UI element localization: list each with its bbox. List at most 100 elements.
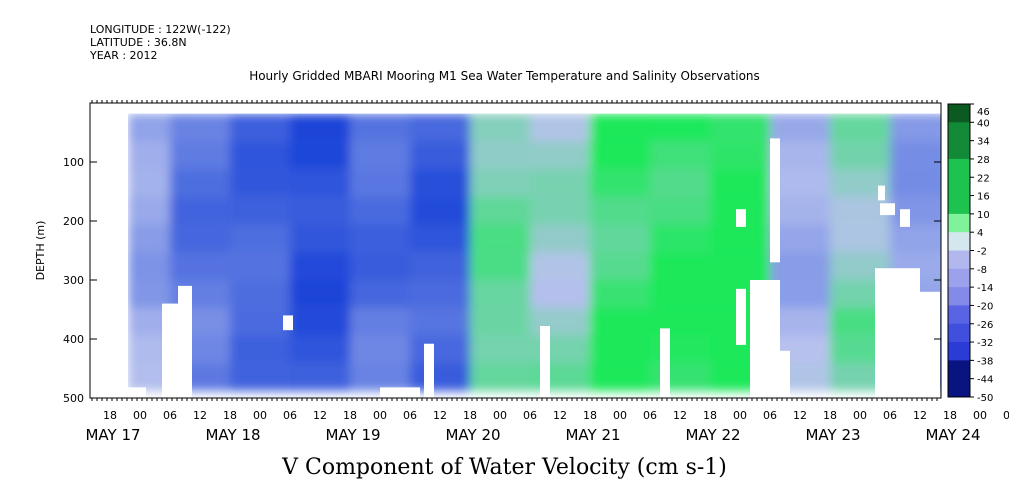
colorbar-swatch	[948, 158, 970, 178]
heatmap-cell	[530, 141, 590, 170]
heatmap-cell	[170, 113, 230, 142]
y-tick-label: 100	[63, 156, 84, 169]
x-hour-label: 06	[163, 409, 177, 422]
heatmap-cell	[230, 169, 290, 197]
heatmap-cell	[770, 113, 830, 142]
missing-data-gap	[878, 185, 885, 201]
heatmap-cell	[350, 224, 410, 253]
colorbar-label: -8	[977, 265, 987, 276]
colorbar-label: 10	[977, 210, 990, 221]
missing-data-gap	[380, 387, 420, 398]
heatmap-cell	[170, 169, 230, 197]
x-day-label: MAY 22	[685, 426, 740, 444]
y-axis-label: DEPTH (m)	[34, 221, 47, 281]
heatmap-cell	[290, 169, 350, 197]
missing-data-gap	[736, 209, 746, 227]
plot-margin-left	[90, 103, 128, 398]
heatmap-cell	[530, 280, 590, 308]
heatmap-cell	[290, 224, 350, 253]
heatmap-cell	[230, 335, 290, 364]
heatmap-cell	[890, 169, 941, 197]
x-hour-label: 12	[913, 409, 927, 422]
latitude-label: LATITUDE : 36.8N	[90, 36, 187, 49]
chart-title: Hourly Gridded MBARI Mooring M1 Sea Wate…	[249, 69, 760, 83]
x-hour-label: 12	[793, 409, 807, 422]
missing-data-gap	[424, 343, 434, 398]
longitude-label: LONGITUDE : 122W(-122)	[90, 23, 231, 36]
x-hour-label: 06	[283, 409, 297, 422]
heatmap-cell	[590, 169, 650, 197]
y-tick-label: 400	[63, 333, 84, 346]
heatmap-cell	[470, 252, 530, 280]
heatmap-cell	[650, 280, 710, 308]
x-hour-label: 12	[193, 409, 207, 422]
plot-frame	[89, 102, 942, 399]
heatmap-cell	[410, 196, 470, 225]
heatmap-cell	[230, 113, 290, 142]
colorbar-swatch	[948, 268, 970, 288]
colorbar-swatch	[948, 122, 970, 142]
heatmap-cell	[710, 113, 770, 142]
heatmap-cell	[290, 363, 350, 391]
heatmap-cell	[290, 113, 350, 142]
colorbar-swatch	[948, 360, 970, 380]
heatmap-cell	[650, 363, 710, 391]
colorbar-label: -2	[977, 247, 987, 258]
x-day-label: MAY 24	[925, 426, 980, 444]
colorbar-label: -44	[977, 375, 993, 386]
heatmap-cell	[890, 141, 941, 170]
heatmap-cell	[530, 252, 590, 280]
colorbar-swatch	[948, 250, 970, 270]
heatmap-cell	[530, 335, 590, 364]
year-label: YEAR : 2012	[90, 49, 158, 62]
colorbar-swatch	[948, 342, 970, 361]
colorbar-swatch	[948, 195, 970, 215]
colorbar-label: 40	[977, 118, 990, 129]
heatmap-cell	[170, 252, 230, 280]
colorbar-label: -50	[977, 393, 993, 404]
colorbar-label: 4	[977, 228, 983, 239]
heatmap-cell	[410, 307, 470, 336]
x-hour-label: 18	[583, 409, 597, 422]
heatmap-cell	[350, 307, 410, 336]
heatmap-cell	[350, 335, 410, 364]
colorbar-label: 16	[977, 192, 990, 203]
heatmap-cell	[710, 169, 770, 197]
colorbar-swatch	[948, 232, 970, 251]
x-hour-label: 18	[943, 409, 957, 422]
heatmap-cell	[890, 196, 941, 225]
heatmap-cell	[650, 141, 710, 170]
heatmap-cell	[830, 113, 890, 142]
heatmap-cell	[470, 307, 530, 336]
heatmap-cell	[530, 307, 590, 336]
x-hour-label: 06	[883, 409, 897, 422]
missing-data-gap	[736, 288, 746, 345]
heatmap-cell	[530, 224, 590, 253]
heatmap-cell	[530, 169, 590, 197]
missing-data-gap	[660, 328, 670, 398]
heatmap-cell	[590, 141, 650, 170]
x-hour-label: 12	[553, 409, 567, 422]
heatmap-cell	[290, 196, 350, 225]
x-hour-label: 00	[493, 409, 507, 422]
y-tick-label: 300	[63, 274, 84, 287]
colorbar-label: -20	[977, 301, 993, 312]
heatmap-cell	[170, 196, 230, 225]
heatmap-cell	[230, 307, 290, 336]
colorbar-swatch	[948, 378, 970, 398]
heatmap-cell	[410, 280, 470, 308]
colorbar-label: 34	[977, 137, 990, 148]
heatmap-cell	[710, 141, 770, 170]
colorbar-swatch	[948, 287, 970, 306]
heatmap-cell	[470, 113, 530, 142]
colorbar-label: 22	[977, 173, 990, 184]
heatmap-cell	[290, 307, 350, 336]
x-hour-label: 00	[733, 409, 747, 422]
x-hour-label: 18	[343, 409, 357, 422]
missing-data-gap	[910, 291, 940, 398]
heatmap-cell	[350, 252, 410, 280]
heatmap-cell	[410, 224, 470, 253]
heatmap-cell	[890, 224, 941, 253]
colorbar-swatch	[948, 213, 970, 233]
